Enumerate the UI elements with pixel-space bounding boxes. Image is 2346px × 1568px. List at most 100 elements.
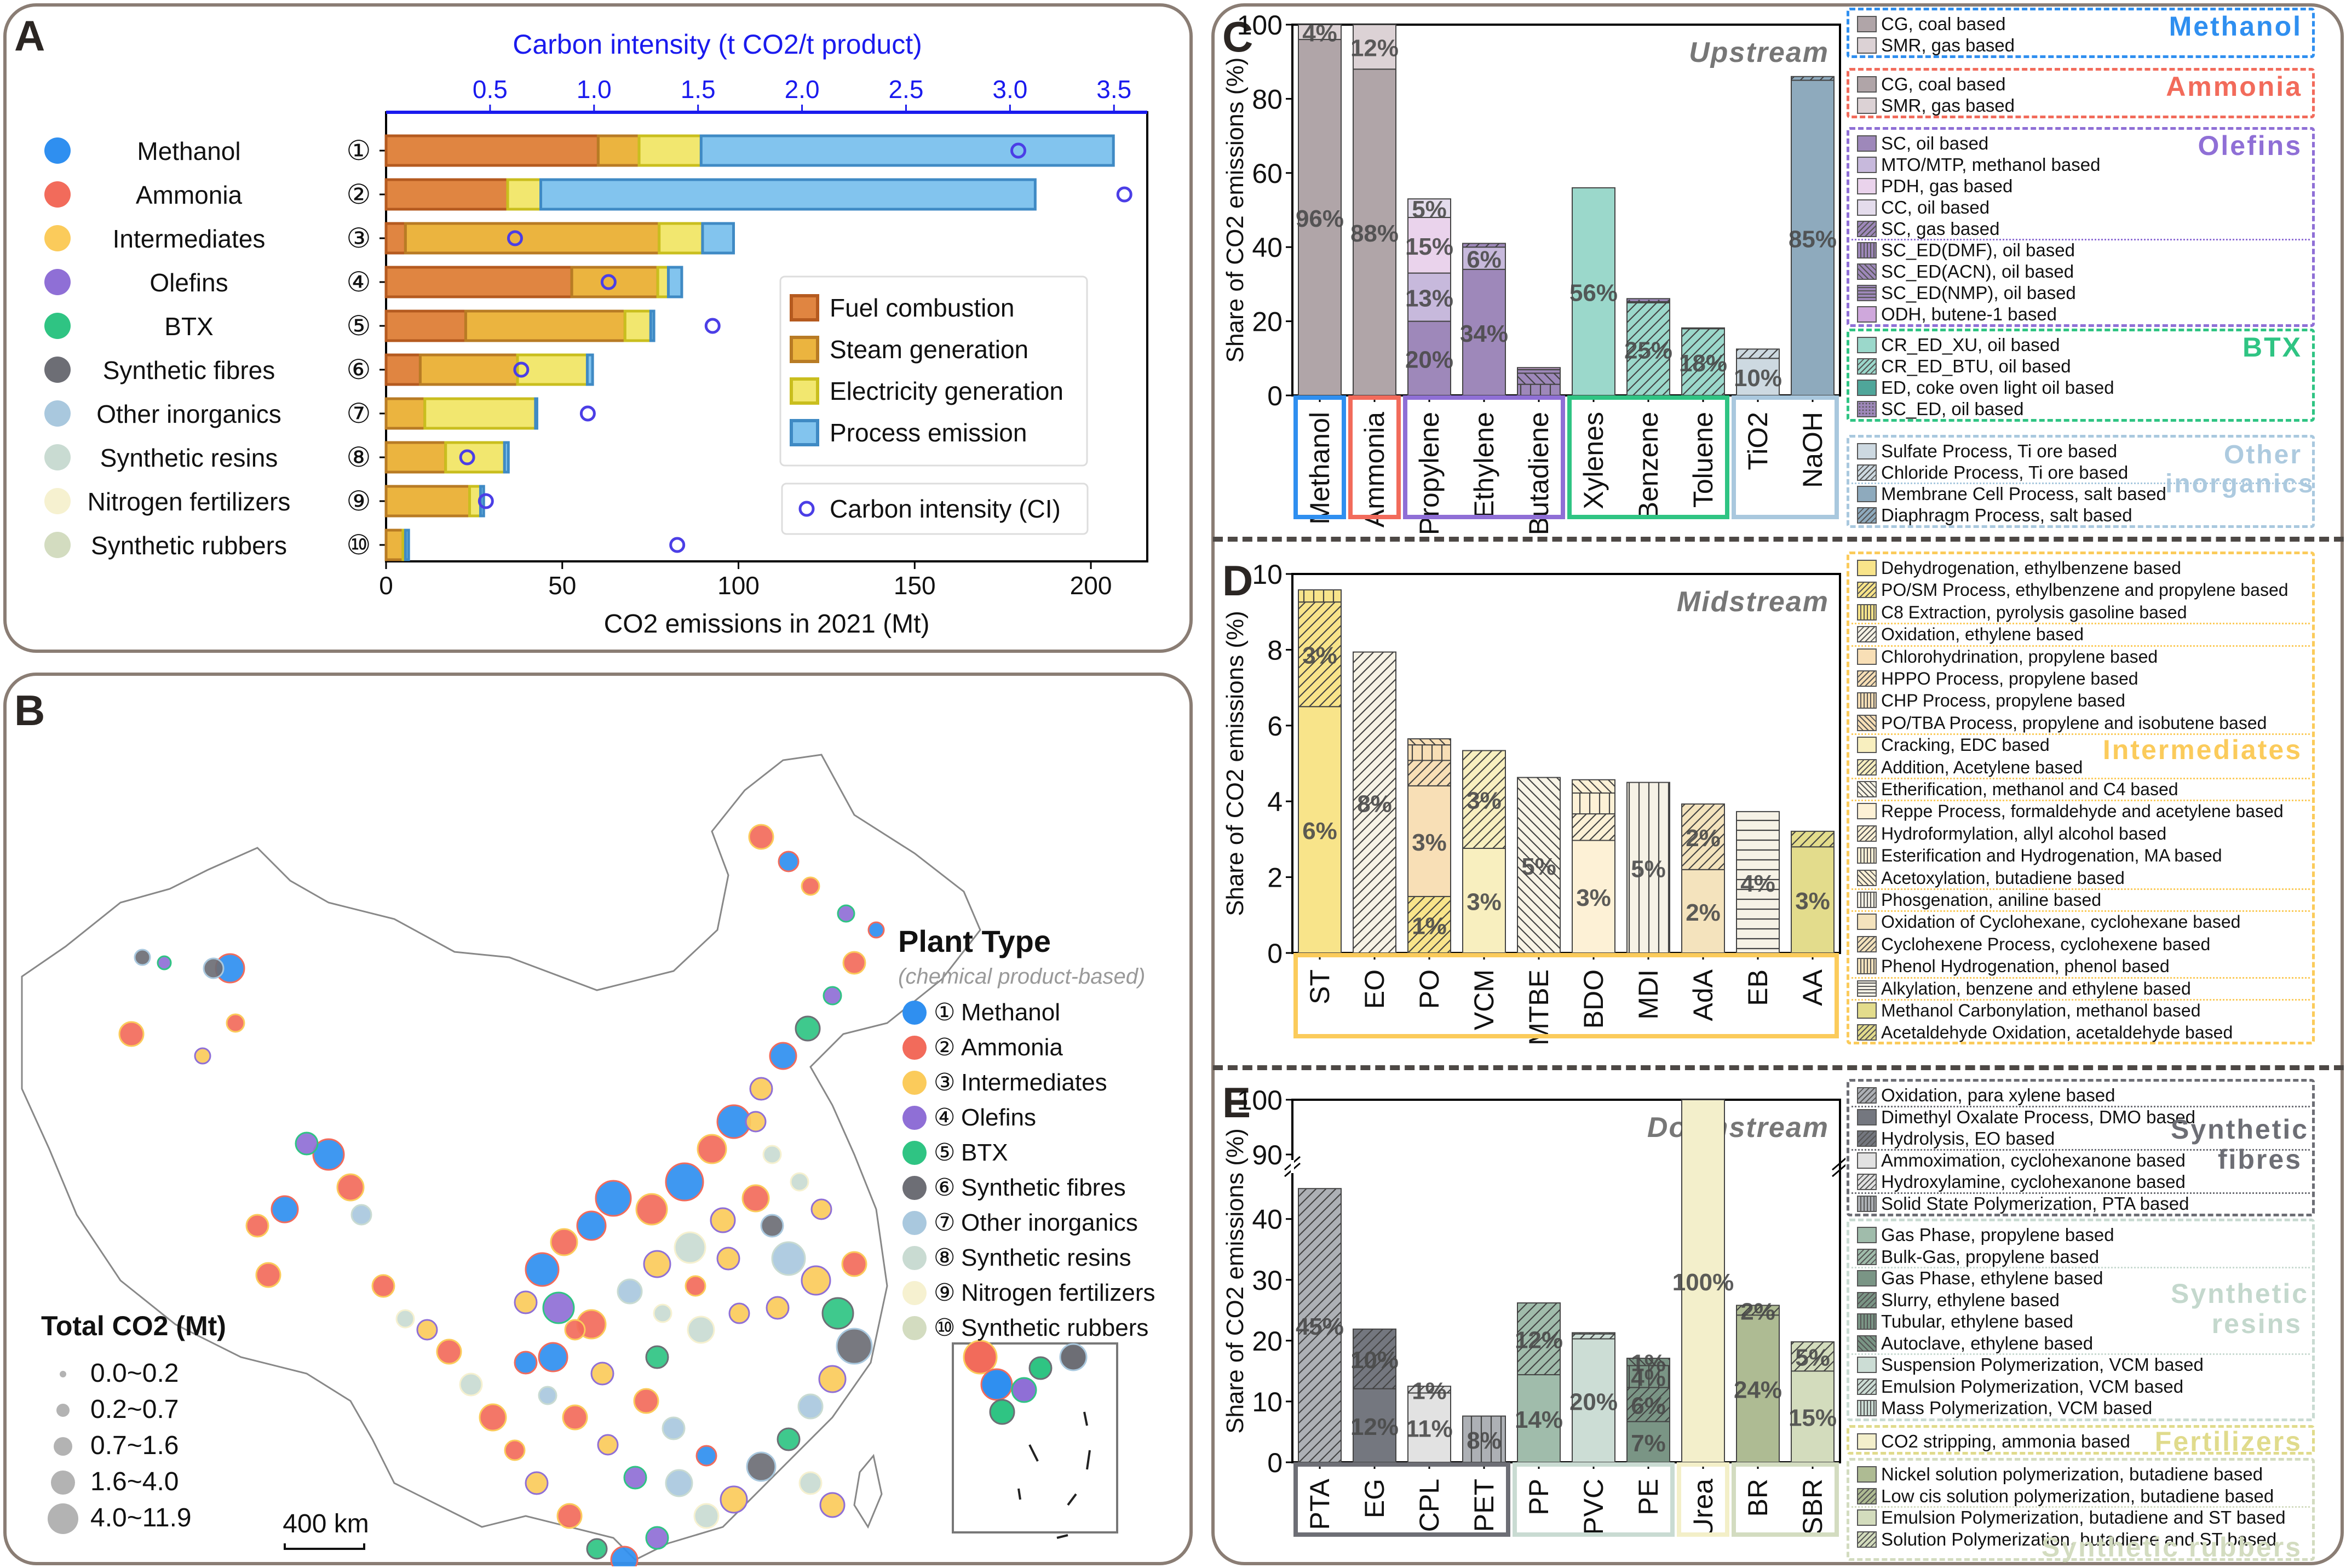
x2-axis-title: Carbon intensity (t CO2/t product): [513, 29, 922, 60]
legend-subgroup-separator: [1852, 1506, 2310, 1508]
legend-label: CR_ED_BTU, oil based: [1881, 356, 2071, 376]
legend-item: ED, coke oven light oil based: [1857, 377, 2114, 398]
legend-ci-marker: [798, 501, 815, 517]
legend-group-title: Synthetic fibres: [2171, 1114, 2309, 1175]
legend-swatch: [1857, 670, 1877, 687]
legend-item: Slurry, ethylene based: [1857, 1290, 2060, 1311]
legend-label: Chlorohydrination, propylene based: [1881, 646, 2158, 667]
legend-subgroup-separator: [1852, 623, 2310, 625]
plant-site: [514, 1351, 538, 1375]
legend-label: Hydrolysis, EO based: [1881, 1128, 2055, 1148]
legend-item: Low cis solution polymerization, butadie…: [1857, 1486, 2274, 1507]
plant-type-label: Other inorganics: [961, 1209, 1138, 1236]
category-color-dot: [44, 357, 71, 383]
plant-site: [842, 951, 866, 975]
segment-label: 3%: [1576, 884, 1611, 911]
plant-site: [728, 1302, 750, 1324]
bar-segment: [1298, 706, 1342, 954]
bar-segment-hatch: [1572, 1334, 1615, 1339]
panel-d-label: D: [1222, 556, 1254, 605]
plant-site: [801, 1265, 831, 1296]
plant-site: [203, 957, 225, 979]
segment-label: 45%: [1296, 1313, 1344, 1340]
category-color-dot: [44, 400, 71, 427]
plant-type-marker: ①: [934, 999, 955, 1026]
segment-label: 18%: [1679, 350, 1727, 377]
legend-item: Oxidation, ethylene based: [1857, 624, 2084, 645]
plant-site: [226, 1013, 245, 1033]
bar-segment-hatch: [1353, 652, 1396, 953]
legend-label: Acetoxylation, butadiene based: [1881, 868, 2125, 888]
bar-segment: [1736, 358, 1780, 396]
plant-type-dot: [902, 1246, 927, 1270]
plant-type-marker: ③: [934, 1069, 955, 1096]
legend-item: CG, coal based: [1857, 74, 2005, 95]
x-tick-label: EG: [1359, 1479, 1390, 1518]
bar-segment-hatch: [1682, 329, 1724, 395]
bar-segment: [1462, 848, 1506, 954]
china-outline: [21, 754, 981, 1561]
legend-item: PDH, gas based: [1857, 176, 2013, 197]
inset-plant-site: [989, 1399, 1015, 1425]
legend-subgroup-separator: [1852, 239, 2310, 240]
x-tick-label: ST: [1304, 969, 1335, 1004]
x-tick-label: EO: [1359, 969, 1390, 1009]
legend-group-ammonia: CG, coal based SMR, gas based Ammonia: [1847, 68, 2315, 118]
bar-segment-hatch: [1353, 1329, 1396, 1389]
plant-type-marker: ②: [934, 1034, 955, 1061]
stream-annotation: Downstream: [1647, 1112, 1829, 1144]
legend-label: PO/SM Process, ethylbenzene and propylen…: [1881, 580, 2288, 600]
bar-segment-process-emission: [701, 222, 735, 255]
legend-label: SC_ED(ACN), oil based: [1881, 261, 2074, 282]
bar-segment-steam-generation: [384, 485, 472, 518]
x2-tick-label: 1.0: [577, 75, 612, 104]
legend-swatch: [1857, 892, 1877, 908]
group-bracket-synthetic-resins: [1513, 1462, 1675, 1537]
bar-segment-hatch: [1298, 1188, 1341, 1462]
legend-label: MTO/MTP, methanol based: [1881, 154, 2101, 175]
legend-label: Oxidation, para xylene based: [1881, 1085, 2115, 1105]
legend-item: Emulsion Polymerization, VCM based: [1857, 1376, 2183, 1397]
legend-label: Steam generation: [830, 335, 1028, 364]
plant-type-marker: ⑧: [934, 1244, 955, 1271]
ci-marker: [1010, 142, 1027, 159]
legend-swatch: [1857, 358, 1877, 375]
bar-segment: [1353, 24, 1396, 70]
bar-segment-hatch: [1737, 811, 1779, 953]
x-tick-label: AA: [1797, 969, 1828, 1006]
segment-label: 3%: [1467, 889, 1502, 916]
plant-site: [525, 1252, 560, 1287]
plant-site: [665, 1469, 693, 1497]
category-color-dot: [44, 181, 71, 208]
plant-site: [504, 1439, 526, 1461]
segment-label: 6%: [1631, 1392, 1666, 1419]
plant-site: [790, 1172, 809, 1192]
bar-segment: [1572, 1338, 1615, 1463]
plant-site: [538, 1342, 568, 1372]
segment-label: 10%: [1734, 365, 1782, 392]
plant-site: [716, 1247, 740, 1271]
plant-site: [710, 1207, 736, 1233]
size-legend-circle: [51, 1471, 75, 1495]
legend-label: Alkylation, benzene and ethylene based: [1881, 978, 2191, 998]
category-color-dot: [44, 488, 71, 514]
bar-segment: [1572, 187, 1615, 396]
panel-e-label: E: [1222, 1078, 1251, 1127]
legend-e: Oxidation, para xylene based Dimethyl Oxa…: [1840, 1068, 2344, 1564]
legend-group-title: Methanol: [2169, 11, 2302, 42]
bar-segment-hatch: [1298, 602, 1341, 707]
x-tick-label: Butadiene: [1523, 412, 1554, 534]
x-tick-label: AdA: [1688, 969, 1718, 1021]
legend-item: SC_ED(ACN), oil based: [1857, 261, 2074, 282]
panel-c-label: C: [1222, 13, 1254, 61]
legend-swatch: [1857, 604, 1877, 621]
category-label: Other inorganics: [96, 400, 281, 428]
plant-site: [769, 1042, 797, 1070]
plant-site: [643, 1250, 671, 1278]
legend-swatch: [1857, 37, 1877, 54]
plant-site: [760, 1214, 784, 1238]
legend-label: Ammoximation, cyclohexanone based: [1881, 1150, 2186, 1170]
legend-swatch: [1857, 1152, 1877, 1169]
plot-frame: [1291, 24, 1841, 397]
x-tick-label: MDI: [1633, 969, 1664, 1020]
